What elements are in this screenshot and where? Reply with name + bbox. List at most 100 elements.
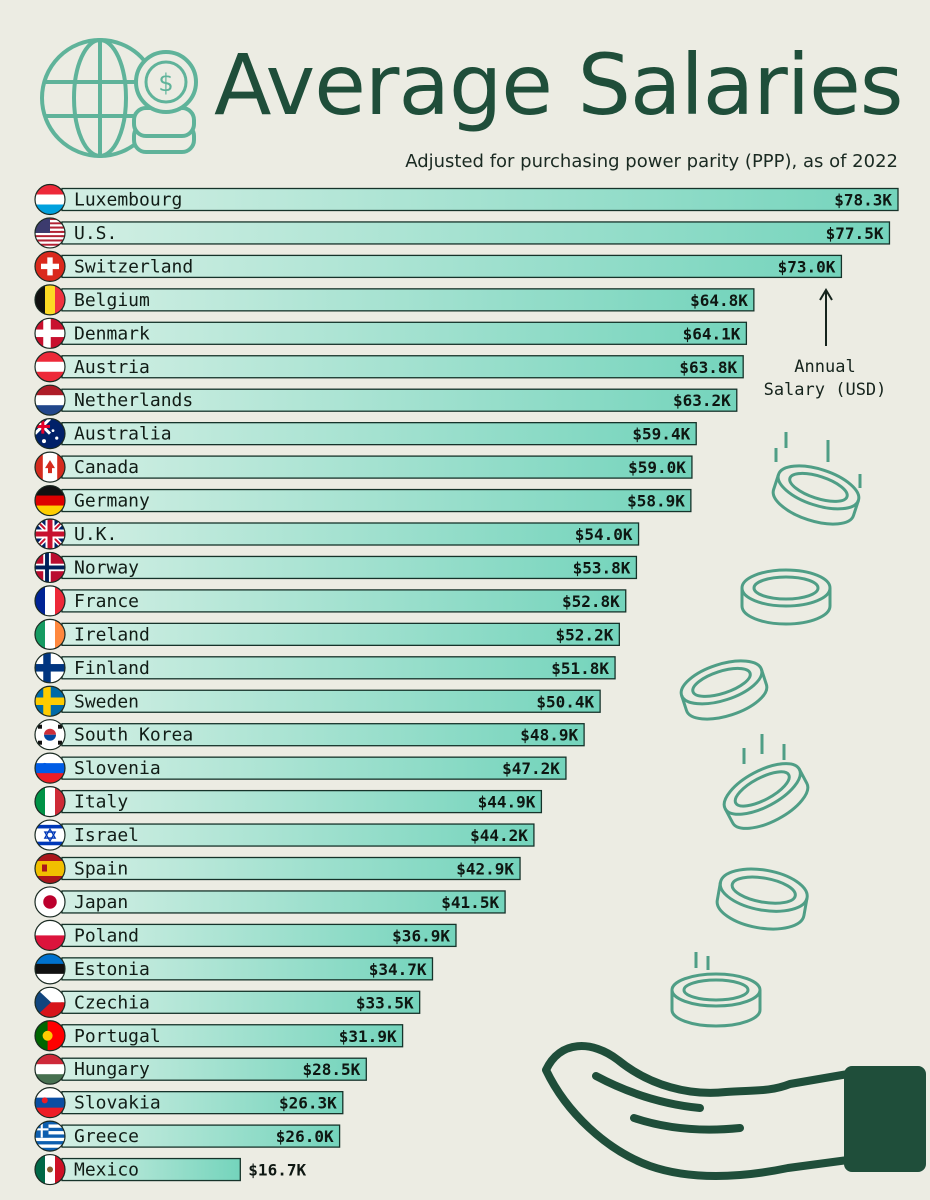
category-label: Denmark (74, 323, 150, 344)
spain-flag-icon (34, 852, 66, 885)
bar-austria (61, 355, 744, 379)
germany-flag-icon (34, 484, 66, 517)
axis-annotation-line2: Salary (USD) (763, 380, 887, 400)
value-label: $52.8K (562, 592, 620, 611)
value-label: $51.8K (551, 659, 609, 678)
uk-flag-icon (34, 518, 66, 550)
greece-flag-icon (34, 1120, 66, 1152)
axis-annotation: Annual Salary (USD) (750, 356, 900, 402)
south-korea-flag-icon (34, 719, 66, 751)
category-label: South Korea (74, 725, 193, 746)
slovakia-flag-icon (34, 1087, 66, 1119)
value-label: $26.0K (276, 1127, 334, 1146)
value-label: $44.9K (478, 793, 536, 812)
value-label: $48.9K (520, 726, 578, 745)
value-label: $16.7K (248, 1161, 306, 1180)
category-label: Norway (74, 557, 139, 578)
bar-denmark (61, 321, 748, 345)
value-label: $63.8K (679, 358, 737, 377)
value-label: $78.3K (834, 191, 892, 210)
value-label: $50.4K (536, 692, 594, 711)
bar-u-s (61, 221, 891, 245)
ireland-flag-icon (34, 618, 66, 650)
bar-u-k (61, 522, 640, 546)
value-label: $44.2K (470, 826, 528, 845)
belgium-flag-icon (34, 284, 66, 316)
value-label: $41.5K (441, 893, 499, 912)
israel-flag-icon (34, 819, 66, 851)
bar-sweden (61, 689, 601, 713)
category-label: U.K. (74, 524, 117, 545)
bar-luxembourg (61, 187, 899, 212)
bar-belgium (61, 288, 755, 312)
value-label: $42.9K (456, 860, 514, 879)
axis-annotation-line1: Annual (794, 357, 856, 377)
category-label: Australia (74, 424, 172, 445)
category-label: Luxembourg (74, 190, 182, 211)
japan-flag-icon (34, 886, 66, 918)
category-label: Spain (74, 859, 128, 880)
value-label: $53.8K (573, 558, 631, 577)
category-label: Austria (74, 357, 150, 378)
category-label: Mexico (74, 1160, 139, 1181)
category-label: Italy (74, 792, 128, 813)
portugal-flag-icon (34, 1020, 66, 1052)
bar-norway (61, 555, 638, 580)
chart-title: Average Salaries (214, 36, 904, 134)
value-label: $28.5K (302, 1060, 360, 1079)
category-label: Canada (74, 457, 139, 478)
netherlands-flag-icon (34, 384, 66, 416)
mexico-flag-icon (34, 1153, 66, 1186)
value-label: $54.0K (575, 525, 633, 544)
svg-text:$: $ (158, 69, 173, 97)
value-label: $52.2K (556, 625, 614, 644)
bar-japan (61, 890, 506, 914)
value-label: $36.9K (392, 926, 450, 945)
estonia-flag-icon (34, 953, 66, 985)
category-label: U.S. (74, 223, 117, 244)
sweden-flag-icon (34, 685, 66, 717)
value-label: $34.7K (369, 960, 427, 979)
globe-coins-icon: $ (40, 38, 198, 158)
value-label: $47.2K (502, 759, 560, 778)
category-label: Germany (74, 491, 150, 512)
category-label: Estonia (74, 959, 150, 980)
category-label: Switzerland (74, 256, 193, 277)
bar-canada (61, 455, 693, 479)
slovenia-flag-icon (34, 752, 66, 784)
value-label: $73.0K (778, 257, 836, 276)
bar-france (61, 589, 627, 613)
value-label: $64.8K (690, 291, 748, 310)
category-label: Japan (74, 892, 128, 913)
italy-flag-icon (34, 785, 66, 818)
category-label: Israel (74, 825, 139, 846)
poland-flag-icon (34, 919, 66, 952)
austria-flag-icon (34, 351, 66, 383)
value-label: $64.1K (683, 324, 741, 343)
france-flag-icon (34, 585, 66, 617)
czechia-flag-icon (34, 986, 66, 1018)
luxembourg-flag-icon (34, 183, 66, 216)
category-label: Portugal (74, 1026, 161, 1047)
bar-italy (61, 789, 543, 814)
switzerland-flag-icon (34, 250, 66, 282)
value-label: $33.5K (356, 993, 414, 1012)
value-label: $59.4K (632, 425, 690, 444)
category-label: Netherlands (74, 390, 193, 411)
us-flag-icon (34, 217, 66, 249)
category-label: Czechia (74, 992, 150, 1013)
norway-flag-icon (34, 551, 66, 584)
category-label: Greece (74, 1126, 139, 1147)
denmark-flag-icon (34, 317, 66, 349)
category-label: Sweden (74, 691, 139, 712)
value-label: $63.2K (673, 391, 731, 410)
category-label: Slovakia (74, 1093, 161, 1114)
chart-subtitle: Adjusted for purchasing power parity (PP… (405, 151, 898, 172)
value-label: $77.5K (826, 224, 884, 243)
finland-flag-icon (34, 652, 66, 684)
value-label: $26.3K (279, 1094, 337, 1113)
category-label: Poland (74, 925, 139, 946)
category-label: Belgium (74, 290, 150, 311)
canada-flag-icon (34, 451, 66, 483)
bar-germany (61, 488, 692, 513)
